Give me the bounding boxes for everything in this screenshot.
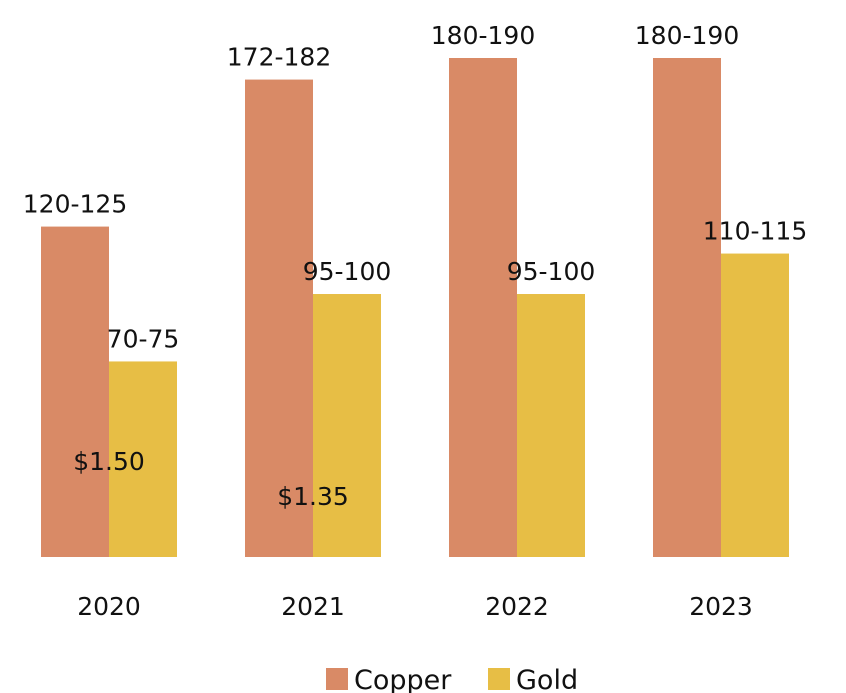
x-tick-label-2020: 2020 [77, 592, 141, 621]
data-label-gold-2023: 110-115 [703, 217, 807, 246]
annotation-2021: $1.35 [277, 482, 349, 511]
x-axis-tick-labels: 2020 2021 2022 2023 [77, 592, 753, 621]
legend-label-copper: Copper [354, 665, 452, 693]
data-label-copper-2020: 120-125 [23, 190, 127, 219]
bar-copper-2023 [653, 58, 721, 557]
bar-copper-2022 [449, 58, 517, 557]
data-label-gold-2022: 95-100 [507, 257, 596, 286]
annotation-2020: $1.50 [73, 447, 145, 476]
bar-gold-2023 [721, 253, 789, 557]
x-tick-label-2022: 2022 [485, 592, 549, 621]
legend: Copper Gold [326, 665, 578, 693]
legend-swatch-gold [488, 668, 510, 690]
annotations-layer: $1.50 $1.35 [73, 447, 349, 511]
bar-gold-2022 [517, 294, 585, 557]
data-label-gold-2021: 95-100 [303, 257, 392, 286]
bar-copper-2020 [41, 226, 109, 557]
x-tick-label-2021: 2021 [281, 592, 345, 621]
bar-copper-2021 [245, 79, 313, 558]
data-label-gold-2020: 70-75 [107, 324, 180, 353]
bar-gold-2021 [313, 294, 381, 557]
data-label-copper-2021: 172-182 [227, 43, 331, 72]
value-labels-layer: 120-125 70-75 172-182 95-100 180-190 95-100 18… [23, 21, 807, 353]
data-label-copper-2023: 180-190 [635, 21, 739, 50]
legend-label-gold: Gold [516, 665, 578, 693]
bars-layer [41, 58, 789, 558]
legend-swatch-copper [326, 668, 348, 690]
x-tick-label-2023: 2023 [689, 592, 753, 621]
bar-gold-2020 [109, 361, 177, 557]
data-label-copper-2022: 180-190 [431, 21, 535, 50]
